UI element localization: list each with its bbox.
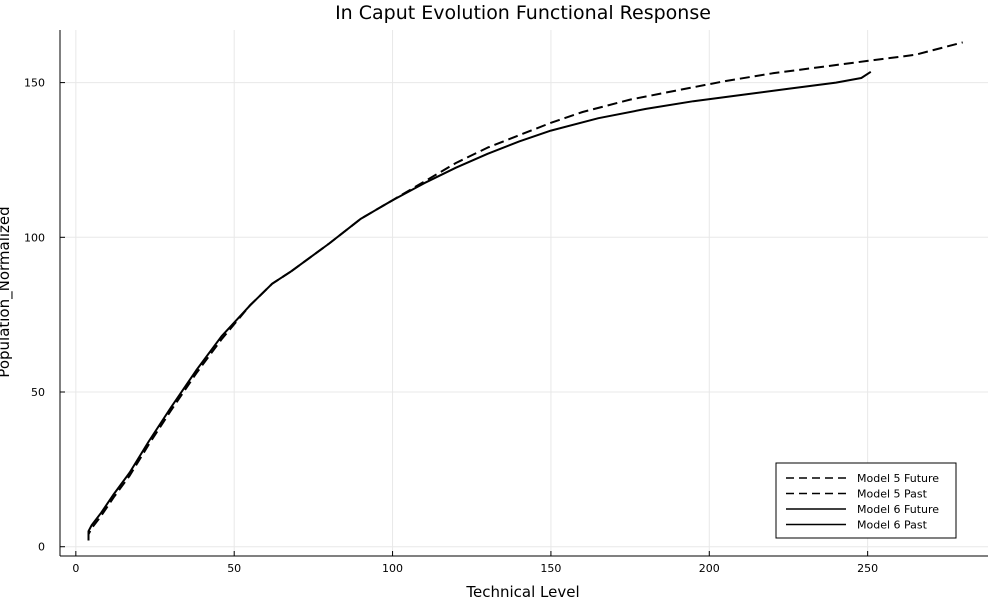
legend-label: Model 6 Past [857,519,928,532]
legend-label: Model 6 Future [857,503,939,516]
series-group [87,41,963,541]
x-tick-label: 150 [540,562,561,575]
x-tick-label: 0 [72,562,79,575]
legend-label: Model 5 Past [857,488,928,501]
y-tick-label: 0 [38,541,45,554]
x-tick-label: 200 [699,562,720,575]
series-line-model-6-future [290,70,872,273]
y-tick-label: 100 [24,231,45,244]
legend-box [775,462,957,539]
legend-label: Model 5 Future [857,472,939,485]
x-tick-label: 100 [382,562,403,575]
series-line-model-6-past [87,270,292,538]
y-tick-label: 150 [24,77,45,90]
y-axis-label: Population_Normalized [0,206,14,377]
axes: 0 50 100 150 200 250 0 50 100 150 [24,30,988,575]
y-tick-label: 50 [31,386,45,399]
chart-title: In Caput Evolution Functional Response [335,2,711,24]
x-axis-label: Technical Level [465,583,579,600]
legend: Model 5 Future Model 5 Past Model 6 Future… [775,462,957,539]
x-tick-label: 50 [227,562,241,575]
series-line-model-5-future [290,41,963,273]
x-tick-label: 250 [857,562,878,575]
